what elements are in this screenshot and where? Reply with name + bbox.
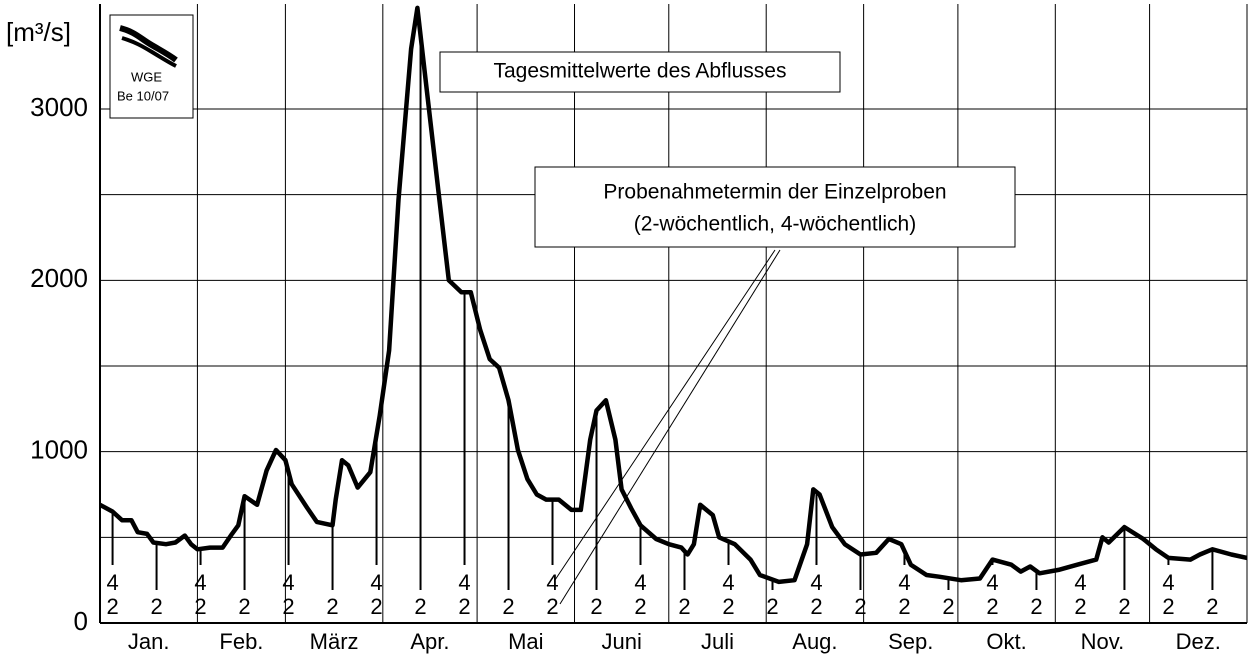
- y-tick-label: 0: [74, 606, 88, 636]
- x-tick-label: Sep.: [888, 629, 933, 654]
- sample-label: 2: [766, 594, 778, 619]
- sample-label: 2: [634, 594, 646, 619]
- sample-label: 2: [722, 594, 734, 619]
- sample-label: 4: [458, 570, 470, 595]
- sample-label: 4: [370, 570, 382, 595]
- x-tick-label: März: [310, 629, 359, 654]
- sample-label: 2: [854, 594, 866, 619]
- sample-label: 4: [1162, 570, 1174, 595]
- note-line: Probenahmetermin der Einzelproben: [603, 181, 946, 204]
- sample-label: 4: [986, 570, 998, 595]
- sample-label: 2: [370, 594, 382, 619]
- x-tick-label: Jan.: [128, 629, 170, 654]
- sample-label: 2: [898, 594, 910, 619]
- note-box: [534, 166, 1016, 248]
- x-tick-label: Okt.: [986, 629, 1026, 654]
- sample-label: 2: [458, 594, 470, 619]
- sample-label: 4: [810, 570, 822, 595]
- sample-label: 4: [282, 570, 294, 595]
- sample-label: 4: [722, 570, 734, 595]
- sample-label: 4: [546, 570, 558, 595]
- sample-label: 2: [1074, 594, 1086, 619]
- note-line: (2-wöchentlich, 4-wöchentlich): [634, 213, 916, 236]
- sample-label: 2: [986, 594, 998, 619]
- sample-label: 2: [1162, 594, 1174, 619]
- sample-label: 2: [1118, 594, 1130, 619]
- sample-label: 4: [194, 570, 206, 595]
- logo-code: Be 10/07: [117, 88, 169, 103]
- sample-label: 2: [282, 594, 294, 619]
- x-tick-label: Juli: [701, 629, 734, 654]
- y-axis-label: [m³/s]: [6, 17, 71, 47]
- logo-wave: [119, 25, 178, 63]
- x-tick-label: Aug.: [792, 629, 837, 654]
- leader-line: [559, 249, 781, 605]
- logo: WGE Be 10/07: [109, 14, 194, 119]
- x-tick-label: Feb.: [219, 629, 263, 654]
- x-tick-label: Apr.: [410, 629, 449, 654]
- sample-label: 4: [634, 570, 646, 595]
- sample-label: 2: [1206, 594, 1218, 619]
- sample-label: 2: [194, 594, 206, 619]
- x-tick-label: Mai: [508, 629, 543, 654]
- x-tick-label: Dez.: [1176, 629, 1221, 654]
- sample-label: 2: [414, 594, 426, 619]
- sample-label: 4: [106, 570, 118, 595]
- sample-label: 2: [150, 594, 162, 619]
- sample-label: 2: [546, 594, 558, 619]
- leader-line: [554, 249, 776, 581]
- y-tick-label: 3000: [30, 92, 88, 122]
- sample-label: 2: [942, 594, 954, 619]
- sample-label: 2: [502, 594, 514, 619]
- series-label: Tagesmittelwerte des Abflusses: [494, 60, 787, 83]
- y-tick-label: 1000: [30, 435, 88, 465]
- x-tick-label: Nov.: [1081, 629, 1125, 654]
- sample-label: 2: [810, 594, 822, 619]
- sample-label: 2: [590, 594, 602, 619]
- sample-label: 2: [238, 594, 250, 619]
- logo-wave: [121, 36, 177, 68]
- sample-label: 2: [678, 594, 690, 619]
- series-label-box: [439, 51, 841, 93]
- sample-label: 2: [1030, 594, 1042, 619]
- sample-label: 2: [326, 594, 338, 619]
- discharge-line: [100, 5, 1247, 585]
- x-tick-label: Juni: [601, 629, 641, 654]
- y-tick-label: 2000: [30, 263, 88, 293]
- sample-label: 2: [106, 594, 118, 619]
- sample-label: 4: [1074, 570, 1086, 595]
- logo-name: WGE: [131, 69, 162, 84]
- sample-label: 4: [898, 570, 910, 595]
